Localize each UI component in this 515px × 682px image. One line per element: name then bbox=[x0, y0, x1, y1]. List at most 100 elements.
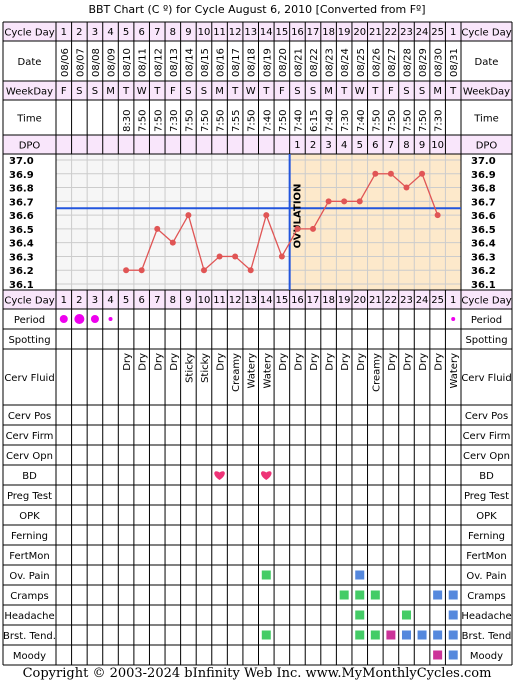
weekday-label: T bbox=[371, 86, 379, 97]
cerv-fluid-label: Dry bbox=[293, 353, 304, 371]
row-label-right-preg_test: Preg Test bbox=[464, 491, 509, 502]
date-label: 08/28 bbox=[402, 48, 413, 77]
temp-point bbox=[200, 267, 207, 274]
time-label: 6:15 bbox=[309, 110, 320, 132]
row-bg-cycle_day bbox=[3, 22, 512, 41]
temp-point bbox=[138, 267, 145, 274]
dpo-label: 6 bbox=[372, 140, 378, 151]
temp-point bbox=[294, 225, 301, 232]
cycle-day-label: 17 bbox=[307, 27, 320, 38]
ovulation-label: OVULATION bbox=[293, 184, 304, 249]
cerv-fluid-label: Creamy bbox=[231, 353, 242, 392]
row-label-period: Period bbox=[14, 315, 45, 326]
brst-tend-marker bbox=[433, 630, 443, 640]
row-label-right-cerv_fluid: Cerv Fluid bbox=[461, 373, 511, 384]
time-label: 7:40 bbox=[293, 110, 304, 132]
row-label-cycle_day2: Cycle Day bbox=[4, 296, 54, 307]
cycle-day-label: 1 bbox=[61, 27, 67, 38]
date-label: 08/14 bbox=[184, 48, 195, 77]
brst-tend-marker bbox=[261, 630, 271, 640]
y-tick-label-right: 36.9 bbox=[471, 170, 496, 181]
time-label: 7:30 bbox=[340, 110, 351, 132]
cramps-marker bbox=[355, 590, 365, 600]
cycle-day-label: 15 bbox=[275, 27, 288, 38]
cerv-fluid-label: Dry bbox=[418, 353, 429, 371]
cycle-day-label: 1 bbox=[450, 295, 456, 306]
row-bg-weekday bbox=[3, 81, 512, 100]
temp-point bbox=[232, 253, 239, 260]
cycle-day-label: 15 bbox=[275, 295, 288, 306]
row-label-time: Time bbox=[16, 114, 41, 125]
dpo-label: 5 bbox=[357, 140, 363, 151]
row-label-headache: Headache bbox=[4, 611, 54, 622]
row-label-dpo: DPO bbox=[19, 141, 41, 152]
weekday-label: S bbox=[92, 86, 98, 97]
date-label: 08/16 bbox=[216, 48, 227, 77]
row-label-right-cerv_opn: Cerv Opn bbox=[463, 451, 510, 462]
cycle-day-label: 11 bbox=[213, 27, 226, 38]
weekday-label: S bbox=[185, 86, 191, 97]
date-label: 08/27 bbox=[387, 48, 398, 77]
row-label-moody: Moody bbox=[13, 651, 46, 662]
weekday-label: S bbox=[76, 86, 82, 97]
cycle-day-label: 4 bbox=[107, 295, 113, 306]
weekday-label: T bbox=[449, 86, 457, 97]
temp-line-segment bbox=[421, 173, 439, 216]
weekday-label: S bbox=[294, 86, 300, 97]
row-label-right-ov_pain: Ov. Pain bbox=[466, 571, 506, 582]
cerv-fluid-label: Watery bbox=[247, 353, 258, 389]
row-label-right-cycle_day2: Cycle Day bbox=[461, 296, 511, 307]
period-dot bbox=[451, 317, 456, 321]
cycle-day-label: 8 bbox=[170, 27, 176, 38]
row-label-right-time: Time bbox=[473, 114, 498, 125]
y-tick-label-right: 36.6 bbox=[471, 211, 496, 222]
time-label: 7:50 bbox=[200, 110, 211, 132]
cerv-fluid-label: Dry bbox=[138, 353, 149, 371]
date-label: 08/26 bbox=[371, 48, 382, 77]
weekday-label: F bbox=[61, 86, 67, 97]
date-label: 08/09 bbox=[107, 48, 118, 77]
date-label: 08/17 bbox=[231, 48, 242, 77]
headache-marker bbox=[355, 610, 365, 620]
temp-point bbox=[419, 170, 426, 177]
row-bg-dpo bbox=[3, 135, 512, 154]
y-tick-label: 36.3 bbox=[9, 252, 34, 263]
copyright-footer: Copyright © 2003-2024 bInfinity Web Inc.… bbox=[23, 666, 492, 681]
y-tick-label: 36.1 bbox=[9, 280, 34, 291]
time-label: 7:50 bbox=[184, 110, 195, 132]
brst-tend-marker bbox=[401, 630, 411, 640]
ov-pain-marker bbox=[355, 570, 365, 580]
cerv-fluid-label: Sticky bbox=[200, 353, 211, 383]
y-tick-label-right: 36.2 bbox=[471, 266, 496, 277]
row-label-right-date: Date bbox=[475, 57, 499, 68]
row-label-cerv_opn: Cerv Opn bbox=[6, 451, 53, 462]
date-label: 08/30 bbox=[434, 48, 445, 77]
marks-layer: Cycle Day Cycle Day Date Date WeekDay WeekDay… bbox=[3, 27, 512, 662]
cerv-fluid-label: Dry bbox=[325, 353, 336, 371]
cycle-day-label: 14 bbox=[260, 27, 273, 38]
temp-line-segment bbox=[141, 228, 158, 271]
cycle-day-label: 1 bbox=[450, 27, 456, 38]
date-label: 08/12 bbox=[153, 48, 164, 77]
time-label: 7:30 bbox=[169, 110, 180, 132]
cycle-day-label: 13 bbox=[244, 27, 257, 38]
temp-point bbox=[123, 267, 130, 274]
cycle-day-label: 12 bbox=[229, 27, 242, 38]
weekday-label: W bbox=[355, 86, 365, 97]
temp-point bbox=[372, 170, 379, 177]
temp-line-segment bbox=[234, 255, 252, 271]
weekday-label: F bbox=[279, 86, 285, 97]
date-label: 08/07 bbox=[75, 48, 86, 77]
time-label: 7:50 bbox=[153, 110, 164, 132]
date-label: 08/06 bbox=[60, 48, 71, 77]
weekday-label: M bbox=[215, 86, 224, 97]
row-label-fertmon: FertMon bbox=[9, 551, 49, 562]
cycle-day-label: 16 bbox=[291, 295, 304, 306]
cerv-fluid-label: Dry bbox=[169, 353, 180, 371]
row-label-right-headache: Headache bbox=[461, 611, 511, 622]
cerv-fluid-label: Sticky bbox=[184, 353, 195, 383]
cerv-fluid-label: Dry bbox=[356, 353, 367, 371]
temp-line-segment bbox=[187, 214, 205, 271]
cramps-marker bbox=[339, 590, 349, 600]
